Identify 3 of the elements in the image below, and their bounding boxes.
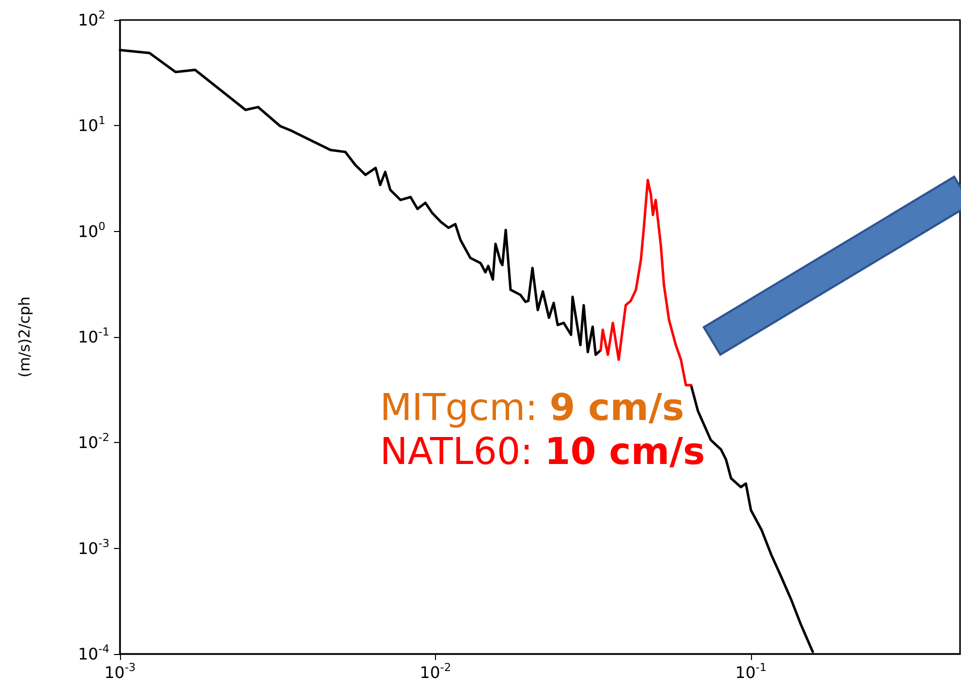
annotation: MITgcm: 9 cm/s <box>380 386 684 429</box>
annotation: NATL60: 10 cm/s <box>380 430 706 473</box>
y-axis-title: (m/s)2/cph <box>16 296 34 378</box>
